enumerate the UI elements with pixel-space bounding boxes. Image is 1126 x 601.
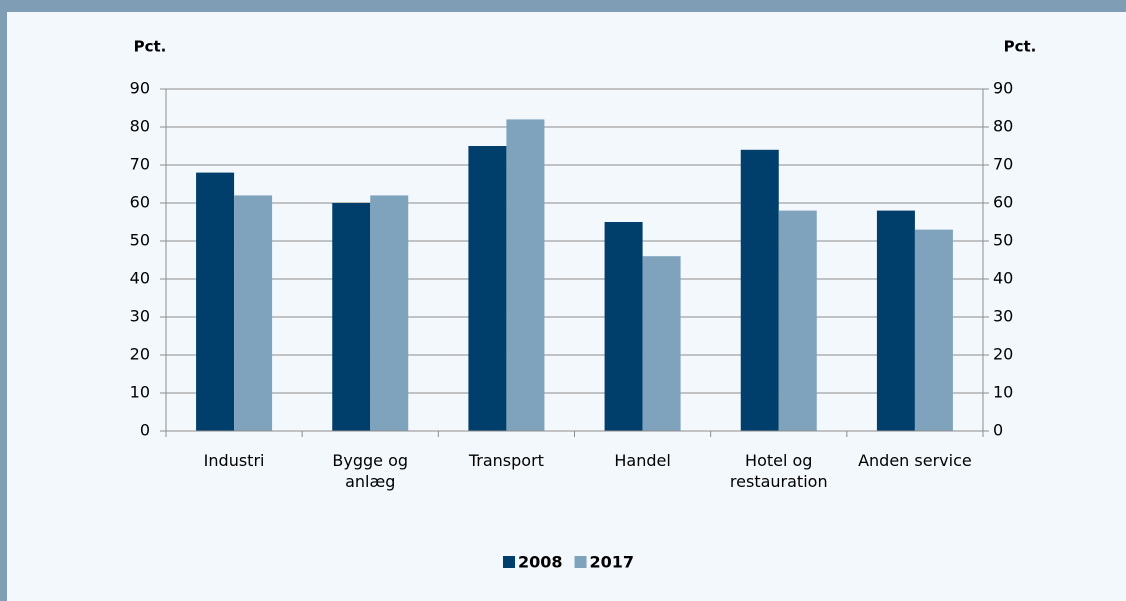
bar	[642, 256, 681, 431]
y2-tick-label: 20	[993, 345, 1013, 364]
y-tick-label: 0	[140, 421, 150, 440]
y-tick-label: 40	[130, 269, 150, 288]
legend-label: 2008	[518, 553, 563, 572]
y2-tick-label: 80	[993, 117, 1013, 136]
y2-tick-label: 90	[993, 79, 1013, 98]
bar	[196, 172, 235, 431]
bar	[506, 119, 545, 432]
legend-swatch	[574, 556, 587, 568]
bar	[332, 203, 371, 431]
bar	[778, 210, 817, 431]
bar	[370, 195, 409, 431]
y2-tick-label: 50	[993, 231, 1013, 250]
bar	[740, 149, 779, 432]
bar	[876, 210, 915, 431]
y2-tick-label: 60	[993, 193, 1013, 212]
x-tick-label: Handel	[614, 451, 671, 470]
y-axis-label: Pct.	[134, 38, 167, 56]
bar	[914, 229, 953, 431]
bar	[468, 146, 507, 431]
x-tick-label: Hotel og restauration	[729, 451, 828, 491]
y2-tick-label: 30	[993, 307, 1013, 326]
y-tick-label: 10	[130, 383, 150, 402]
y2-tick-label: 40	[993, 269, 1013, 288]
y-tick-label: 90	[130, 79, 150, 98]
bar	[234, 195, 273, 431]
legend-label: 2017	[590, 553, 635, 572]
y-tick-label: 20	[130, 345, 150, 364]
y2-tick-label: 0	[993, 421, 1003, 440]
top-banner	[0, 0, 1126, 12]
x-tick-label: Transport	[468, 451, 544, 470]
x-tick-label: Anden service	[858, 451, 972, 470]
y-tick-label: 60	[130, 193, 150, 212]
y-tick-label: 30	[130, 307, 150, 326]
left-border	[0, 0, 7, 601]
x-tick-label: Industri	[203, 451, 265, 470]
y-tick-label: 70	[130, 155, 150, 174]
y2-tick-label: 10	[993, 383, 1013, 402]
y-tick-label: 50	[130, 231, 150, 250]
y2-tick-label: 70	[993, 155, 1013, 174]
y2-axis-label: Pct.	[1004, 38, 1037, 56]
bar	[604, 222, 643, 431]
legend-swatch	[503, 556, 515, 568]
y-tick-label: 80	[130, 117, 150, 136]
x-tick-label: Bygge og anlæg	[332, 451, 409, 491]
